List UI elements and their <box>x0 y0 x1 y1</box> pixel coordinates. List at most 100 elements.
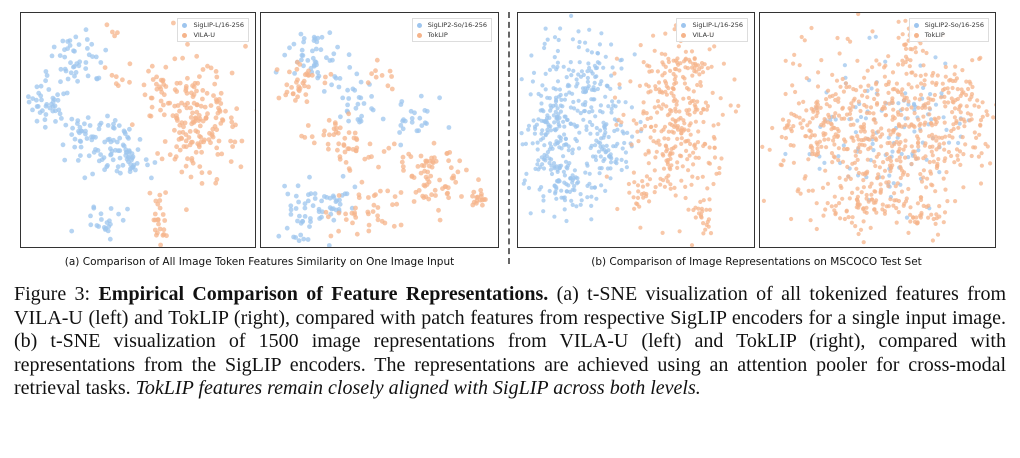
scatter-point <box>51 97 57 102</box>
scatter-point <box>284 89 290 95</box>
scatter-point <box>631 195 636 200</box>
scatter-point <box>664 104 669 109</box>
scatter-point <box>918 128 923 134</box>
scatter-point <box>573 175 578 180</box>
scatter-point <box>810 152 815 157</box>
scatter-point <box>83 60 89 65</box>
scatter-point <box>705 104 710 109</box>
scatter-point <box>418 93 424 99</box>
scatter-point <box>690 174 695 179</box>
scatter-point <box>652 190 657 195</box>
scatter-point <box>791 160 796 165</box>
scatter-point <box>861 185 866 190</box>
scatter-point <box>84 37 90 42</box>
scatter-point <box>886 135 891 140</box>
scatter-point <box>34 104 40 109</box>
scatter-point <box>385 188 391 194</box>
scatter-point <box>158 98 164 104</box>
scatter-point <box>856 231 861 237</box>
scatter-point <box>63 122 69 128</box>
scatter-point <box>400 154 406 160</box>
scatter-point <box>916 105 921 110</box>
scatter-point <box>808 129 813 134</box>
scatter-point <box>880 202 885 207</box>
scatter-point <box>26 94 31 100</box>
scatter-point <box>933 221 938 226</box>
scatter-point <box>110 157 116 163</box>
scatter-point <box>603 150 608 155</box>
scatter-point <box>679 154 684 159</box>
scatter-point <box>683 195 688 201</box>
scatter-point <box>629 105 634 110</box>
scatter-point <box>862 88 867 94</box>
scatter-point <box>174 80 180 86</box>
scatter-point <box>134 161 140 166</box>
scatter-point <box>614 56 619 61</box>
scatter-point <box>179 100 185 106</box>
scatter-point <box>574 138 579 144</box>
scatter-point <box>146 68 151 74</box>
scatter-point <box>853 149 858 154</box>
scatter-point <box>846 215 851 220</box>
scatter-point <box>693 205 698 210</box>
scatter-point <box>881 160 886 165</box>
scatter-point <box>953 199 958 204</box>
scatter-point <box>599 183 604 188</box>
scatter-point <box>389 86 395 92</box>
scatter-point <box>815 110 820 115</box>
scatter-point <box>647 177 653 182</box>
scatter-point <box>655 69 660 74</box>
scatter-point <box>979 163 984 168</box>
scatter-point <box>908 205 913 210</box>
scatter-point <box>802 176 807 181</box>
scatter-point <box>933 134 938 139</box>
scatter-point <box>545 37 550 42</box>
scatter-point <box>663 52 668 57</box>
scatter-point <box>207 170 213 176</box>
scatter-point <box>920 48 925 53</box>
scatter-point <box>898 175 903 181</box>
scatter-point <box>913 50 918 55</box>
scatter-point <box>380 116 386 122</box>
scatter-point <box>924 185 929 190</box>
scatter-point <box>340 95 346 101</box>
scatter-point <box>116 211 121 217</box>
scatter-point <box>855 186 860 191</box>
scatter-point <box>369 154 374 160</box>
scatter-point <box>299 57 304 63</box>
scatter-point <box>843 81 849 86</box>
scatter-point <box>966 86 971 92</box>
scatter-point <box>290 91 296 97</box>
scatter-point <box>172 56 178 62</box>
scatter-point <box>840 159 846 164</box>
scatter-point <box>570 180 575 185</box>
scatter-point <box>850 215 855 220</box>
scatter-point <box>833 111 838 116</box>
scatter-point <box>949 153 954 159</box>
scatter-point <box>700 174 705 179</box>
scatter-point <box>539 155 544 160</box>
scatter-point <box>208 103 214 108</box>
scatter-point <box>316 209 322 215</box>
scatter-point <box>175 103 181 108</box>
scatter-point <box>577 39 582 45</box>
scatter-point <box>930 80 935 85</box>
scatter-point <box>619 167 624 173</box>
scatter-point <box>184 207 189 213</box>
scatter-point <box>906 99 911 104</box>
scatter-point <box>583 89 588 94</box>
scatter-point <box>46 87 52 92</box>
scatter-point <box>781 158 786 163</box>
scatter-point <box>641 100 646 105</box>
scatter-point <box>593 74 598 80</box>
scatter-point <box>887 173 892 178</box>
scatter-point <box>564 218 569 224</box>
scatter-point <box>700 70 706 75</box>
scatter-point <box>335 44 340 50</box>
scatter-point <box>679 178 684 183</box>
scatter-point <box>612 95 618 100</box>
scatter-point <box>980 100 985 105</box>
scatter-point <box>397 130 402 135</box>
scatter-point <box>115 164 121 170</box>
scatter-point <box>951 122 956 127</box>
